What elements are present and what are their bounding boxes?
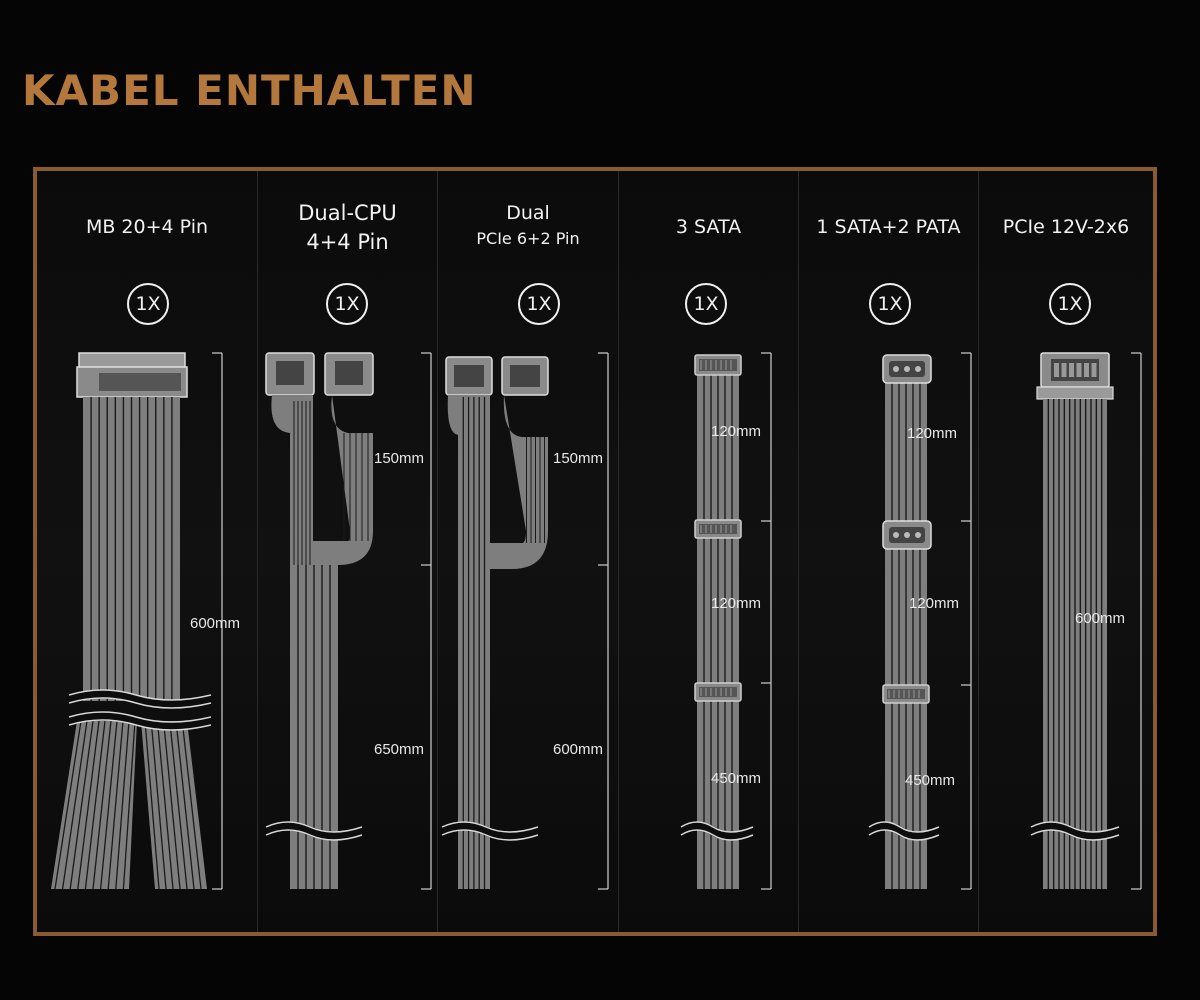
cable-panel-sata-pata: 1 SATA+2 PATA 1X 120mm 120mm 450mm: [799, 171, 979, 932]
length-label: 450mm: [711, 770, 762, 787]
length-label: 450mm: [905, 772, 956, 789]
mb-cable-illustration: [51, 352, 223, 890]
cable-panel-mb: MB 20+4 Pin 1X 600mm: [37, 171, 258, 932]
cable-panels: MB 20+4 Pin 1X 600mm Dual-CPU 4+4 Pin 1X…: [37, 171, 1153, 932]
cable-panel-pcie: Dual PCIe 6+2 Pin 1X 150mm 600mm: [438, 171, 619, 932]
panel-title: Dual-CPU: [298, 201, 397, 225]
length-label: 650mm: [374, 741, 425, 758]
quantity-badge: 1X: [518, 283, 560, 325]
length-label: 150mm: [374, 450, 425, 467]
cpu-cable-illustration: [264, 352, 432, 890]
quantity-badge: 1X: [1049, 283, 1091, 325]
content-frame: [33, 167, 1157, 936]
quantity-badge: 1X: [685, 283, 727, 325]
length-label: 120mm: [907, 425, 958, 442]
panel-subtitle: 4+4 Pin: [306, 230, 389, 254]
panel-title: 3 SATA: [675, 216, 742, 238]
panel-title: MB 20+4 Pin: [85, 216, 209, 238]
sata-pata-cable-illustration: [866, 352, 972, 890]
page-title: KABEL ENTHALTEN: [22, 66, 477, 115]
sata-cable-illustration: [678, 352, 772, 890]
length-label: 150mm: [553, 450, 604, 467]
quantity-badge: 1X: [127, 283, 169, 325]
length-label: 120mm: [711, 595, 762, 612]
pcie-cable-illustration: [440, 352, 609, 890]
cable-panel-cpu: Dual-CPU 4+4 Pin 1X 150mm 650mm: [258, 171, 438, 932]
panel-title: Dual: [506, 202, 550, 224]
length-label: 120mm: [909, 595, 960, 612]
cable-panel-sata: 3 SATA 1X 120mm 120mm 450mm: [619, 171, 799, 932]
cable-panel-12v2x6: PCIe 12V-2x6 1X 600mm: [979, 171, 1153, 932]
panel-subtitle: PCIe 6+2 Pin: [476, 229, 580, 248]
quantity-badge: 1X: [326, 283, 368, 325]
panel-title: PCIe 12V-2x6: [1002, 216, 1130, 238]
length-label: 600mm: [1075, 610, 1126, 627]
length-label: 600mm: [553, 741, 604, 758]
quantity-badge: 1X: [869, 283, 911, 325]
length-label: 600mm: [190, 615, 241, 632]
length-label: 120mm: [711, 423, 762, 440]
12v2x6-cable-illustration: [1028, 352, 1142, 890]
panel-title: 1 SATA+2 PATA: [816, 216, 961, 238]
